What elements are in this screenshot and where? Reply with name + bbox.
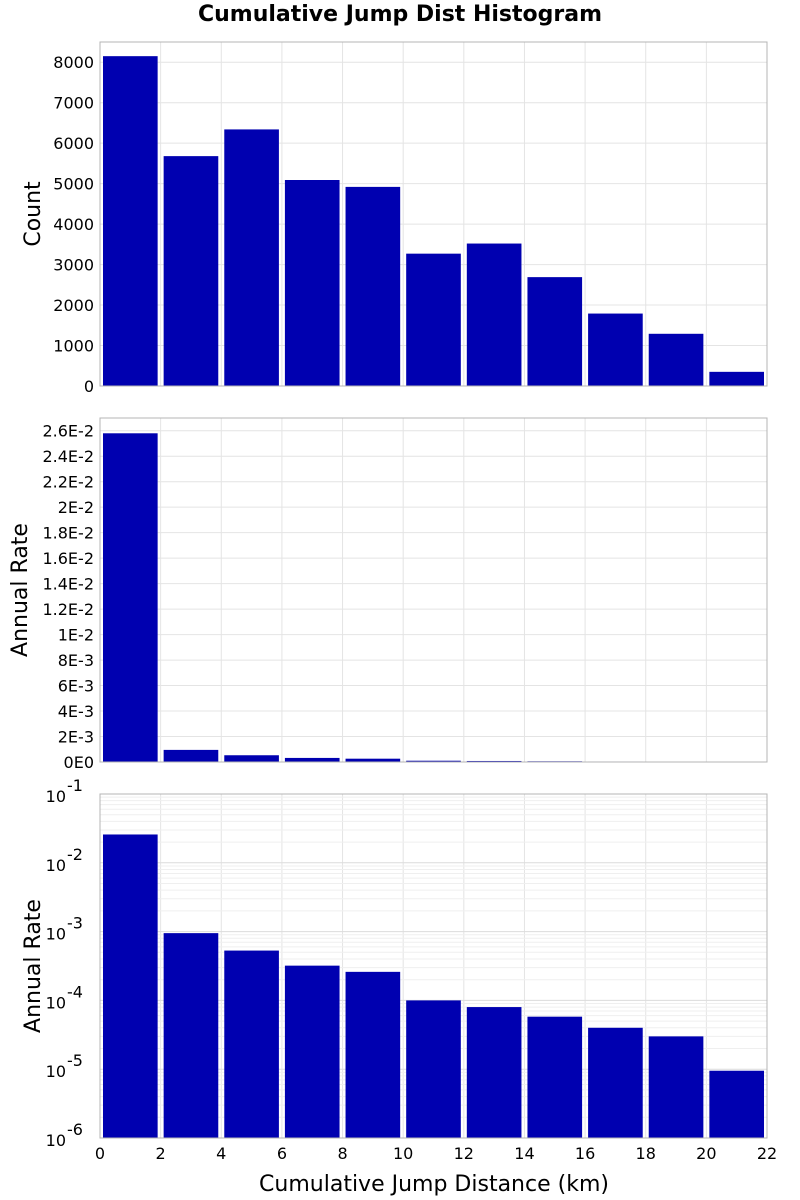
histogram-bar <box>103 834 158 1138</box>
y-tick-label: 2E-2 <box>58 498 94 517</box>
histogram-bar <box>466 760 522 762</box>
y-tick-label-exponent: -5 <box>67 1051 83 1070</box>
histogram-bar <box>103 56 158 387</box>
x-axis-label: Cumulative Jump Distance (km) <box>259 1172 609 1197</box>
y-tick-label: 3000 <box>53 256 94 275</box>
y-tick-label: 6E-3 <box>58 677 94 696</box>
y-tick-label-base: 10 <box>46 856 66 875</box>
histogram-bar <box>588 313 643 386</box>
y-axis-label: Annual Rate <box>21 899 46 1033</box>
y-tick-label-exponent: -1 <box>67 776 83 795</box>
plot-frame <box>99 793 768 1139</box>
histogram-bar <box>224 755 279 762</box>
histogram-bar <box>466 1007 522 1138</box>
plot-frame <box>99 417 768 763</box>
y-tick-label: 2.2E-2 <box>42 473 94 492</box>
y-tick-label-base: 10 <box>46 925 66 944</box>
histogram-bar <box>224 950 279 1138</box>
x-tick-label: 8 <box>337 1144 347 1163</box>
y-tick-label: 1.8E-2 <box>42 524 94 543</box>
y-tick-label-exponent: -2 <box>67 845 83 864</box>
y-tick-label: 8E-3 <box>58 651 94 670</box>
x-tick-label: 6 <box>277 1144 287 1163</box>
histogram-bar <box>103 433 158 762</box>
y-tick-label: 4000 <box>53 215 94 234</box>
x-tick-label: 14 <box>514 1144 534 1163</box>
histogram-bar <box>163 749 219 762</box>
histogram-bar <box>163 156 219 386</box>
y-tick-label-base: 10 <box>46 993 66 1012</box>
y-tick-label: 1.6E-2 <box>42 549 94 568</box>
histogram-bar <box>163 933 219 1138</box>
histogram-bar <box>648 1036 704 1138</box>
x-tick-label: 16 <box>575 1144 595 1163</box>
histogram-bar <box>406 1000 461 1138</box>
y-axis-label: Count <box>21 181 46 247</box>
y-tick-label: 6000 <box>53 134 94 153</box>
y-tick-label: 2.4E-2 <box>42 447 94 466</box>
y-tick-label: 4E-3 <box>58 702 94 721</box>
y-tick-label-base: 10 <box>46 787 66 806</box>
chart-title: Cumulative Jump Dist Histogram <box>197 2 603 27</box>
histogram-bar <box>527 1016 583 1138</box>
y-tick-label-exponent: -3 <box>67 914 83 933</box>
y-tick-label: 1000 <box>53 337 94 356</box>
y-tick-label: 8000 <box>53 53 94 72</box>
x-tick-label: 2 <box>156 1144 166 1163</box>
y-tick-label: 0 <box>84 377 94 396</box>
y-tick-label: 1E-2 <box>58 626 94 645</box>
y-tick-label-exponent: -4 <box>67 982 83 1001</box>
y-tick-label: 0E0 <box>64 753 94 772</box>
y-tick-label-base: 10 <box>46 1131 66 1150</box>
y-tick-label: 7000 <box>53 94 94 113</box>
y-tick-label-base: 10 <box>46 1062 66 1081</box>
x-tick-label: 22 <box>757 1144 777 1163</box>
histogram-bar <box>345 971 401 1138</box>
histogram-bar <box>284 965 340 1138</box>
y-tick-label: 1.2E-2 <box>42 600 94 619</box>
x-tick-label: 18 <box>636 1144 656 1163</box>
x-tick-label: 4 <box>216 1144 226 1163</box>
y-tick-label: 2E-3 <box>58 728 94 747</box>
y-tick-label: 1.4E-2 <box>42 575 94 594</box>
y-tick-label: 2.6E-2 <box>42 422 94 441</box>
plot-frame <box>99 41 768 387</box>
x-tick-label: 10 <box>393 1144 413 1163</box>
histogram-bar <box>345 186 401 386</box>
histogram-bar <box>709 1070 764 1138</box>
histogram-bar <box>345 758 401 762</box>
histogram-bar <box>406 253 461 386</box>
y-axis-label: Annual Rate <box>8 523 33 657</box>
histogram-bar <box>588 1027 643 1138</box>
x-tick-label: 0 <box>95 1144 105 1163</box>
histogram-bar <box>466 243 522 386</box>
y-tick-label: 5000 <box>53 175 94 194</box>
histogram-bar <box>284 180 340 386</box>
histogram-bar <box>527 277 583 386</box>
x-tick-label: 20 <box>696 1144 716 1163</box>
y-tick-label-exponent: -6 <box>67 1120 83 1139</box>
histogram-bar <box>648 333 704 386</box>
histogram-bar <box>709 371 764 386</box>
histogram-bar <box>284 757 340 762</box>
y-tick-label: 2000 <box>53 296 94 315</box>
histogram-bar <box>406 760 461 762</box>
histogram-bar <box>224 129 279 386</box>
x-tick-label: 12 <box>454 1144 474 1163</box>
